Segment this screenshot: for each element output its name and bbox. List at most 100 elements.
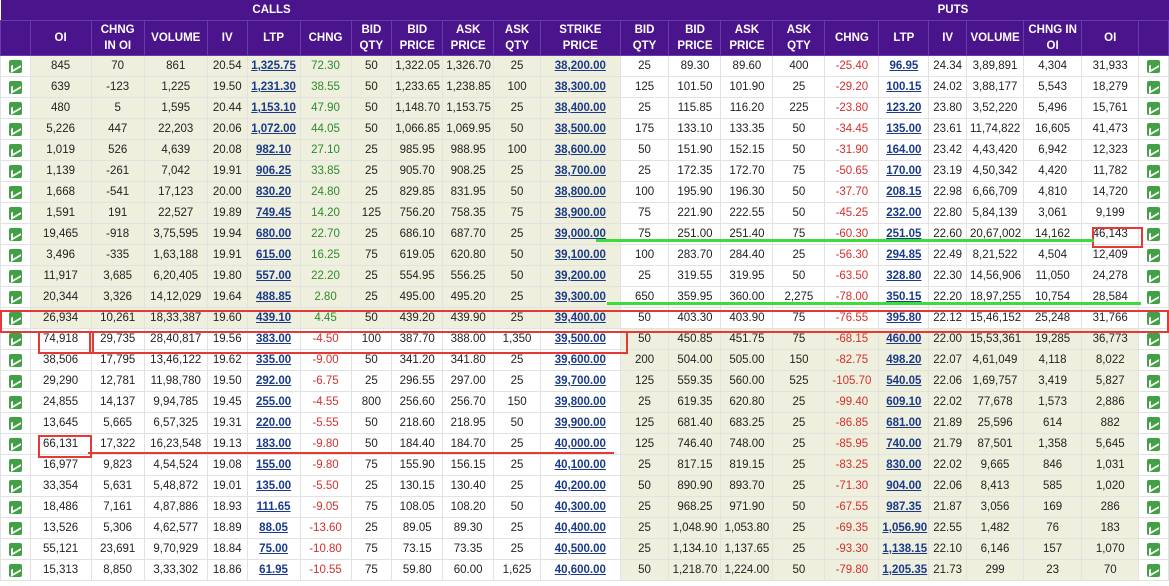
strike-price-link[interactable]: 40,400.00: [554, 522, 606, 534]
put-ltp[interactable]: 232.00: [878, 202, 930, 224]
call-ltp[interactable]: 155.00: [246, 454, 301, 476]
chart-cell[interactable]: [0, 328, 31, 350]
chart-cell[interactable]: [1138, 454, 1169, 476]
line-chart-icon[interactable]: [1147, 332, 1161, 346]
line-chart-icon[interactable]: [1147, 479, 1161, 493]
call-ltp-link[interactable]: 220.00: [255, 417, 292, 429]
chart-cell[interactable]: [1138, 475, 1169, 497]
call-ltp[interactable]: 135.00: [246, 475, 301, 497]
put-ltp-link[interactable]: 123.20: [886, 102, 922, 114]
call-ltp[interactable]: 680.00: [246, 223, 301, 245]
strike-price-link[interactable]: 38,600.00: [554, 144, 606, 156]
line-chart-icon[interactable]: [1147, 353, 1161, 367]
chart-cell[interactable]: [1138, 244, 1169, 266]
put-ltp[interactable]: 904.00: [878, 475, 930, 497]
chart-cell[interactable]: [0, 286, 31, 308]
strike-price-link[interactable]: 39,300.00: [554, 291, 606, 303]
call-ltp[interactable]: 1,325.75: [246, 55, 301, 77]
put-ltp[interactable]: 1,056.90: [878, 517, 930, 539]
strike-price-link[interactable]: 38,500.00: [554, 123, 606, 135]
line-chart-icon[interactable]: [8, 521, 22, 535]
call-ltp[interactable]: 111.65: [246, 496, 301, 518]
chart-cell[interactable]: [1138, 349, 1169, 371]
put-ltp-link[interactable]: 1,138.15: [882, 543, 928, 555]
line-chart-icon[interactable]: [8, 542, 22, 556]
chart-cell[interactable]: [0, 223, 31, 245]
line-chart-icon[interactable]: [8, 59, 22, 73]
chart-cell[interactable]: [1138, 223, 1169, 245]
chart-cell[interactable]: [1138, 517, 1169, 539]
strike-price-link[interactable]: 39,400.00: [554, 312, 606, 324]
strike-price-link[interactable]: 39,100.00: [554, 249, 606, 261]
line-chart-icon[interactable]: [1147, 80, 1161, 94]
line-chart-icon[interactable]: [8, 101, 22, 115]
chart-cell[interactable]: [1138, 496, 1169, 518]
put-ltp-link[interactable]: 830.00: [886, 459, 922, 471]
line-chart-icon[interactable]: [1147, 101, 1161, 115]
call-ltp-link[interactable]: 75.00: [259, 543, 288, 555]
put-ltp[interactable]: 208.15: [878, 181, 930, 203]
line-chart-icon[interactable]: [1147, 206, 1161, 220]
line-chart-icon[interactable]: [8, 206, 22, 220]
chart-cell[interactable]: [0, 349, 31, 371]
chart-cell[interactable]: [0, 181, 31, 203]
strike-price[interactable]: 38,400.00: [540, 97, 621, 119]
put-ltp[interactable]: 540.05: [878, 370, 930, 392]
strike-price-link[interactable]: 39,200.00: [554, 270, 606, 282]
line-chart-icon[interactable]: [8, 563, 22, 577]
line-chart-icon[interactable]: [1147, 269, 1161, 283]
chart-cell[interactable]: [1138, 538, 1169, 560]
strike-price[interactable]: 38,800.00: [540, 181, 621, 203]
put-ltp[interactable]: 294.85: [878, 244, 930, 266]
put-ltp[interactable]: 123.20: [878, 97, 930, 119]
strike-price[interactable]: 38,200.00: [540, 55, 621, 77]
chart-cell[interactable]: [1138, 97, 1169, 119]
line-chart-icon[interactable]: [8, 374, 22, 388]
chart-cell[interactable]: [1138, 118, 1169, 140]
put-ltp[interactable]: 350.15: [878, 286, 930, 308]
line-chart-icon[interactable]: [1147, 227, 1161, 241]
line-chart-icon[interactable]: [8, 458, 22, 472]
call-ltp[interactable]: 383.00: [246, 328, 301, 350]
line-chart-icon[interactable]: [1147, 542, 1161, 556]
line-chart-icon[interactable]: [1147, 374, 1161, 388]
call-ltp-link[interactable]: 615.00: [255, 249, 292, 261]
put-ltp[interactable]: 460.00: [878, 328, 930, 350]
put-ltp[interactable]: 395.80: [878, 307, 930, 329]
chart-cell[interactable]: [0, 139, 31, 161]
strike-price-link[interactable]: 38,300.00: [554, 81, 606, 93]
put-ltp-link[interactable]: 1,205.35: [882, 564, 928, 576]
chart-cell[interactable]: [0, 244, 31, 266]
call-ltp[interactable]: 749.45: [246, 202, 301, 224]
strike-price-link[interactable]: 39,500.00: [554, 333, 606, 345]
line-chart-icon[interactable]: [8, 332, 22, 346]
line-chart-icon[interactable]: [8, 395, 22, 409]
chart-cell[interactable]: [0, 76, 31, 98]
put-ltp[interactable]: 830.00: [878, 454, 930, 476]
chart-cell[interactable]: [0, 97, 31, 119]
chart-cell[interactable]: [0, 496, 31, 518]
line-chart-icon[interactable]: [1147, 185, 1161, 199]
line-chart-icon[interactable]: [1147, 563, 1161, 577]
call-ltp-link[interactable]: 88.05: [259, 522, 288, 534]
strike-price-link[interactable]: 38,400.00: [554, 102, 606, 114]
strike-price[interactable]: 39,500.00: [540, 328, 621, 350]
call-ltp[interactable]: 255.00: [246, 391, 301, 413]
chart-cell[interactable]: [0, 370, 31, 392]
strike-price-link[interactable]: 40,600.00: [554, 564, 606, 576]
chart-cell[interactable]: [0, 559, 31, 581]
line-chart-icon[interactable]: [8, 122, 22, 136]
call-ltp-link[interactable]: 335.00: [255, 354, 292, 366]
strike-price-link[interactable]: 39,900.00: [554, 417, 606, 429]
call-ltp-link[interactable]: 488.85: [255, 291, 292, 303]
strike-price-link[interactable]: 38,900.00: [554, 207, 606, 219]
line-chart-icon[interactable]: [1147, 437, 1161, 451]
strike-price-link[interactable]: 40,300.00: [554, 501, 606, 513]
line-chart-icon[interactable]: [8, 164, 22, 178]
line-chart-icon[interactable]: [1147, 521, 1161, 535]
call-ltp[interactable]: 75.00: [246, 538, 301, 560]
line-chart-icon[interactable]: [8, 248, 22, 262]
strike-price-link[interactable]: 40,200.00: [554, 480, 606, 492]
chart-cell[interactable]: [1138, 328, 1169, 350]
line-chart-icon[interactable]: [1147, 311, 1161, 325]
